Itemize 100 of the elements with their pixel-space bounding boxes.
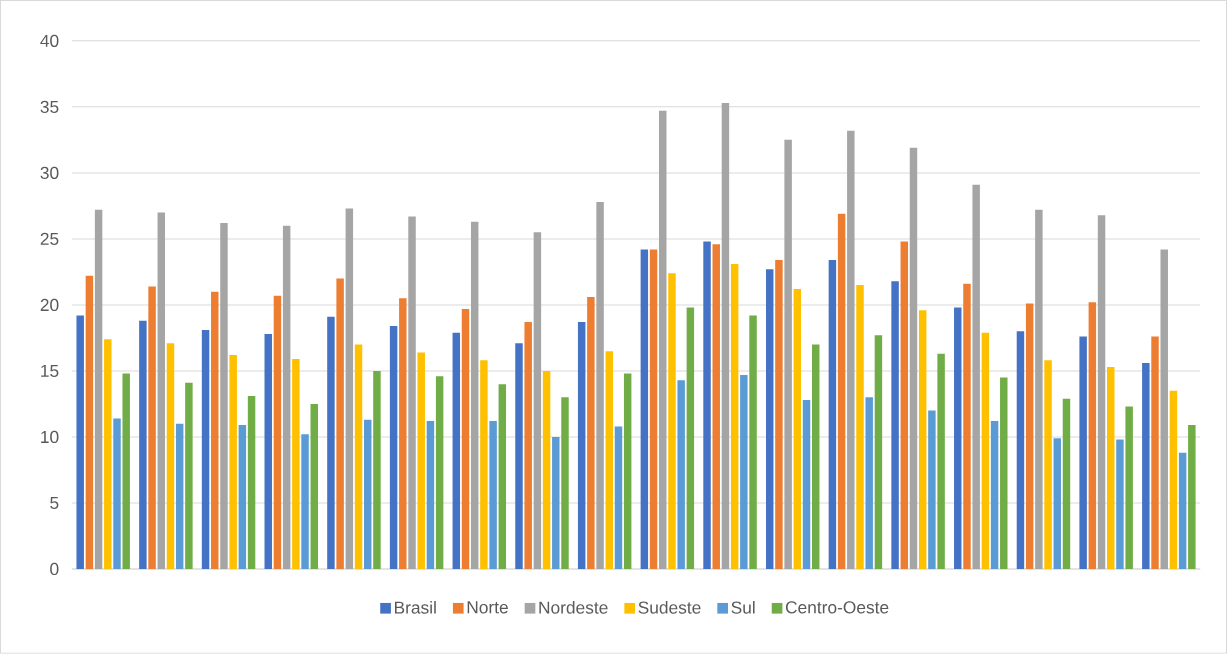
bar bbox=[793, 289, 802, 570]
y-tick-label: 10 bbox=[41, 430, 59, 444]
bar bbox=[1000, 377, 1008, 570]
bar bbox=[812, 344, 820, 570]
y-tick-label: 20 bbox=[40, 298, 59, 312]
bar bbox=[1160, 249, 1168, 570]
bar bbox=[389, 326, 398, 570]
bar bbox=[211, 291, 219, 570]
bar bbox=[435, 376, 444, 570]
bar bbox=[94, 209, 103, 570]
bar bbox=[765, 269, 774, 570]
bar bbox=[1053, 438, 1061, 570]
bar bbox=[480, 360, 488, 570]
bar bbox=[345, 208, 354, 570]
bar bbox=[828, 260, 837, 570]
y-tick-label: 40 bbox=[40, 34, 59, 48]
bar bbox=[336, 278, 344, 570]
bar bbox=[954, 307, 962, 570]
bar bbox=[909, 147, 918, 570]
y-tick-label: 30 bbox=[40, 166, 59, 180]
bar bbox=[668, 273, 676, 570]
bar bbox=[891, 281, 899, 570]
bar bbox=[784, 139, 792, 570]
bar bbox=[417, 352, 425, 570]
bar bbox=[1025, 303, 1034, 570]
y-tick-label: 35 bbox=[40, 100, 59, 114]
bar bbox=[1079, 336, 1087, 570]
bar bbox=[408, 216, 416, 570]
bar bbox=[489, 421, 497, 570]
legend-label: Brasil bbox=[394, 601, 436, 614]
y-tick-label: 25 bbox=[40, 232, 59, 246]
bar bbox=[1125, 406, 1133, 570]
y-tick-label: 5 bbox=[50, 497, 59, 510]
bar bbox=[426, 421, 435, 570]
bar bbox=[981, 332, 990, 570]
legend-label: Sudeste bbox=[638, 601, 701, 614]
bar bbox=[157, 212, 166, 570]
bar bbox=[614, 426, 623, 570]
bar bbox=[856, 285, 864, 570]
bar bbox=[247, 396, 256, 570]
bar bbox=[686, 307, 695, 570]
bar bbox=[470, 221, 479, 570]
bar bbox=[166, 343, 175, 570]
bar bbox=[1169, 390, 1178, 570]
bar bbox=[623, 373, 632, 570]
bar bbox=[301, 434, 309, 570]
bar bbox=[461, 308, 470, 570]
bar bbox=[561, 397, 569, 570]
bar bbox=[649, 249, 658, 570]
bar bbox=[373, 371, 381, 570]
bar bbox=[587, 297, 595, 570]
bar bbox=[354, 344, 363, 570]
bar bbox=[677, 380, 685, 570]
bar bbox=[740, 374, 748, 570]
bar bbox=[399, 298, 407, 570]
y-tick-label: 15 bbox=[41, 364, 59, 378]
bar bbox=[928, 410, 936, 570]
bar bbox=[282, 225, 291, 570]
legend-label: Centro-Oeste bbox=[785, 601, 889, 614]
bar bbox=[730, 264, 739, 570]
bar bbox=[85, 275, 94, 570]
bar bbox=[972, 184, 980, 570]
bar bbox=[918, 310, 927, 570]
bar bbox=[1044, 360, 1052, 570]
bar bbox=[220, 223, 228, 570]
bar bbox=[175, 423, 184, 570]
bar bbox=[533, 232, 542, 570]
bar bbox=[1097, 215, 1106, 570]
bar bbox=[937, 353, 945, 570]
bar bbox=[847, 130, 855, 570]
bar bbox=[310, 404, 318, 570]
bar bbox=[1116, 439, 1124, 570]
bar bbox=[605, 351, 614, 570]
bar bbox=[264, 334, 272, 570]
bar bbox=[113, 418, 121, 570]
bar bbox=[640, 249, 649, 570]
bar bbox=[273, 295, 282, 570]
bar bbox=[515, 343, 523, 570]
bar bbox=[900, 241, 909, 570]
bar bbox=[596, 202, 604, 570]
bar bbox=[201, 330, 210, 570]
bar bbox=[1062, 398, 1071, 570]
bar bbox=[577, 322, 586, 570]
bar bbox=[76, 315, 84, 570]
bar bbox=[238, 425, 247, 570]
legend-label: Sul bbox=[731, 601, 755, 614]
bar bbox=[963, 283, 971, 570]
bar bbox=[122, 373, 130, 570]
bar bbox=[703, 241, 711, 570]
bar bbox=[552, 437, 560, 570]
bar bbox=[865, 397, 873, 570]
bar bbox=[542, 371, 551, 570]
bar bbox=[802, 400, 811, 570]
bar bbox=[659, 110, 667, 570]
bar bbox=[1016, 331, 1025, 570]
bar bbox=[498, 384, 507, 570]
bar bbox=[749, 315, 757, 570]
bar bbox=[837, 213, 846, 570]
bar bbox=[1151, 336, 1159, 570]
bar bbox=[1035, 209, 1043, 570]
